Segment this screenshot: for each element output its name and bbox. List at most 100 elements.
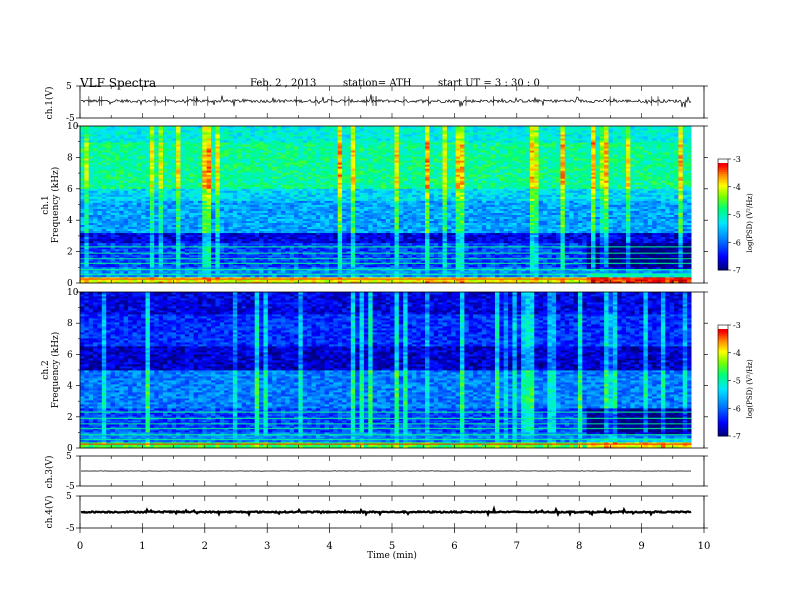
ch1-spectrogram-cell [132,136,138,139]
ch1-spectrogram-cell [136,236,142,240]
ch1-spectrogram-cell [162,230,168,234]
ch1-spectrogram-cell [106,210,111,213]
ch1-spectrogram-cell [136,214,142,217]
ch1-spectrogram-cell [132,230,138,234]
ch1-spectrogram-cell [154,142,160,145]
ch1-spectrogram-cell [136,232,142,236]
ch1-spectrogram-cell [162,196,168,199]
ch1-spectrogram-cell [123,196,129,199]
ch1-spectrogram-cell [141,212,146,215]
ch1-spectrogram-cell [110,186,116,189]
ch1-spectrogram-cell [128,160,133,163]
ch1-spectrogram-cell [106,164,111,167]
ch1-spectrogram-cell [167,200,173,203]
ch1-spectrogram-cell [123,154,129,157]
ch1-spectrogram-cell [128,250,133,254]
ch1-spectrogram-cell [145,204,151,207]
ch1-spectrogram-cell [119,222,125,226]
ch1-spectrogram-cell [114,194,120,197]
ch1-spectrogram-cell [114,136,120,139]
ch1-spectrogram-cell [149,174,155,177]
ch1-spectrogram-cell [128,236,133,240]
ch1-spectrogram-cell [106,204,111,207]
ch1-spectrogram-cell [132,228,138,232]
ch1-spectrogram-cell [132,232,138,236]
ch1-spectrogram-cell [97,168,103,171]
ch1-spectrogram-cell [84,216,90,219]
ch1-spectrogram-cell [149,180,155,183]
ch1-spectrogram-cell [114,188,120,191]
ch1-spectrogram-cell [141,142,146,145]
ch1-spectrogram-cell [93,218,98,221]
ch1-spectrogram-cell [162,236,168,240]
ch1-spectrogram-cell [123,176,129,179]
ch1-spectrogram-cell [97,200,103,203]
ch1-spectrogram-cell [88,166,94,169]
ch1-spectrogram-cell [93,134,98,137]
ch1-spectrogram-cell [84,154,90,157]
ch1-spectrogram-cell [128,134,133,137]
ch1-spectrogram-cell [97,224,103,228]
ch1-spectrogram-cell [119,220,125,224]
ch1-spectrogram-cell [149,172,155,175]
ch1-spectrogram-cell [119,238,125,242]
ch1-spectrogram-cell [119,260,125,264]
ch1-spectrogram-cell [136,270,142,274]
ch1-spectrogram-cell [93,158,98,161]
ch1-spectrogram-cell [101,204,107,207]
ch1-spectrogram-cell [149,218,155,221]
ch1-spectrogram-cell [110,226,116,230]
ch1-spectrogram-cell [93,206,98,209]
ch1-spectrogram-cell [88,206,94,209]
ch1-spectrogram-cell [119,206,125,209]
ch1-spectrogram-cell [162,136,168,139]
ch1-spectrogram-cell [97,128,103,131]
ch1-spectrogram-cell [101,208,107,211]
ch1-spectrogram-cell [97,220,103,224]
ch1-spectrogram-cell [114,178,120,181]
ch1-spectrogram-cell [132,178,138,181]
ch1-spectrogram-cell [97,146,103,149]
ch1-spectrogram-cell [154,134,160,137]
ch1-spectrogram-cell [132,194,138,197]
ch1-spectrogram-cell [167,216,173,219]
ch1-spectrogram-cell [149,148,155,151]
ch1-spectrogram-cell [88,204,94,207]
ch1-spectrogram-cell [154,222,160,226]
ch1-spectrogram-cell [101,130,107,133]
ch1-spectrogram-cell [80,162,85,165]
ch1-spectrogram-cell [114,236,120,240]
ch1-spectrogram-cell [123,132,129,135]
ch1-spectrogram-cell [101,180,107,183]
ch1-spectrogram-cell [93,188,98,191]
ch1-spectrogram-cell [101,222,107,226]
ch1-spectrogram-cell [114,228,120,232]
ch1-spectrogram-cell [119,208,125,211]
ch1-spectrogram-cell [141,270,146,274]
ch1-spectrogram-cell [154,186,160,189]
ch1-spectrogram-cell [136,234,142,238]
ch1-spectrogram-cell [80,134,85,137]
ch1-spectrogram-cell [128,204,133,207]
ch1-spectrogram-cell [93,216,98,219]
ch1-spectrogram-cell [93,182,98,185]
ch1-spectrogram-cell [97,142,103,145]
ch1-spectrogram-cell [132,280,138,284]
ch1-spectrogram-cell [80,204,85,207]
ch1-spectrogram-cell [128,202,133,205]
ch1-spectrogram-cell [162,156,168,159]
ch1-spectrogram-cell [145,250,151,254]
ch1-spectrogram-cell [88,210,94,213]
ch1-spectrogram-cell [110,248,116,252]
ch1-spectrogram-cell [106,172,111,175]
ch1-spectrogram-cell [88,162,94,165]
ch1-spectrogram-cell [88,202,94,205]
ch1-spectrogram-cell [149,158,155,161]
ch1-spectrogram-cell [110,132,116,135]
ch1-spectrogram-cell [93,232,98,236]
ch1-spectrogram-cell [93,248,98,252]
ch1-spectrogram-cell [119,204,125,207]
ch1-spectrogram-cell [88,188,94,191]
ch1-spectrogram-cell [97,188,103,191]
ch1-spectrogram-cell [132,218,138,221]
